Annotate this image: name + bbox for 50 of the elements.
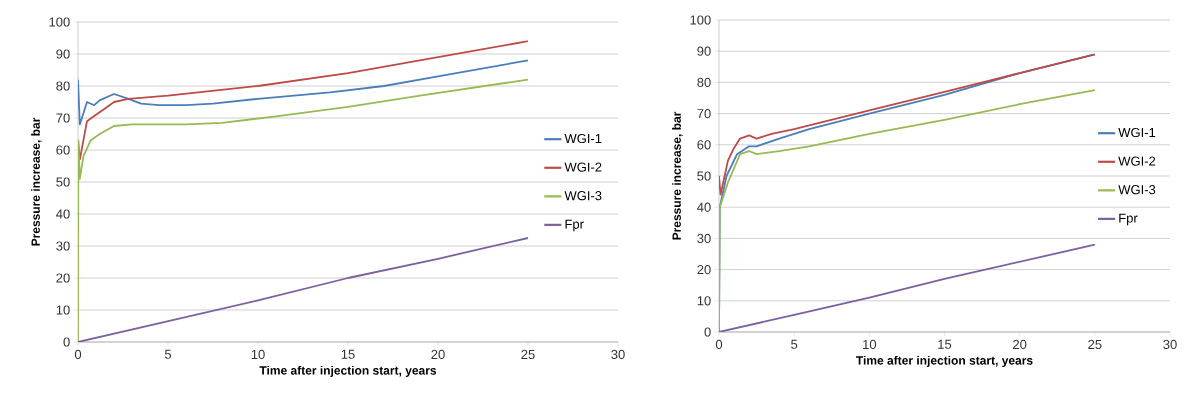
y-axis-title: Pressure increase, bar (672, 111, 683, 240)
x-tick-label: 15 (341, 349, 355, 359)
legend-label: Fpr (565, 219, 584, 232)
x-tick-label: 20 (1013, 339, 1027, 349)
y-tick-label: 100 (49, 17, 70, 27)
y-axis-title: Pressure increase, bar (31, 117, 42, 246)
legend-label: Fpr (1119, 213, 1138, 226)
x-axis-title: Time after injection start, years (259, 365, 437, 378)
y-tick-label: 90 (697, 46, 711, 56)
x-tick-label: 0 (74, 349, 82, 359)
y-tick-label: 60 (56, 145, 70, 155)
legend-label: WGI-3 (1118, 185, 1156, 195)
y-tick-label: 50 (56, 177, 70, 187)
y-tick-label: 10 (697, 296, 711, 306)
line-series (78, 59, 529, 126)
y-tick-label: 20 (697, 264, 711, 275)
line-series (719, 53, 1096, 196)
y-tick-label: 20 (56, 273, 70, 283)
y-tick-label: 30 (697, 233, 711, 243)
y-tick-label: 60 (697, 140, 711, 150)
y-tick-label: 40 (56, 209, 70, 219)
x-axis-title: Time after injection start, years (856, 355, 1033, 368)
y-tick-label: 80 (56, 81, 70, 91)
legend-label: WGI-1 (1118, 127, 1156, 138)
y-tick-label: 100 (690, 15, 711, 25)
x-tick-label: 25 (521, 349, 535, 359)
y-tick-label: 90 (56, 49, 70, 59)
legend-label: WGI-2 (564, 162, 602, 172)
y-tick-label: 0 (704, 327, 711, 337)
x-tick-label: 10 (251, 349, 265, 359)
legend-label: WGI-2 (1118, 156, 1156, 166)
y-tick-label: 70 (56, 113, 70, 123)
x-tick-label: 0 (715, 339, 723, 349)
y-tick-label: 70 (697, 108, 711, 119)
x-tick-label: 25 (1088, 339, 1102, 349)
legend-label: WGI-1 (564, 133, 602, 144)
x-tick-label: 20 (431, 349, 445, 359)
x-tick-label: 15 (938, 339, 952, 349)
y-tick-label: 80 (697, 77, 711, 87)
y-tick-label: 30 (56, 241, 70, 251)
x-tick-label: 5 (164, 349, 172, 359)
line-series (78, 40, 529, 161)
x-tick-label: 5 (791, 339, 798, 349)
x-tick-label: 30 (611, 349, 625, 359)
x-tick-label: 30 (1163, 339, 1177, 349)
legend-label: WGI-3 (564, 191, 602, 201)
y-tick-label: 50 (697, 171, 711, 181)
y-tick-label: 10 (56, 305, 70, 315)
x-tick-label: 10 (863, 339, 877, 349)
y-tick-label: 40 (697, 202, 711, 212)
